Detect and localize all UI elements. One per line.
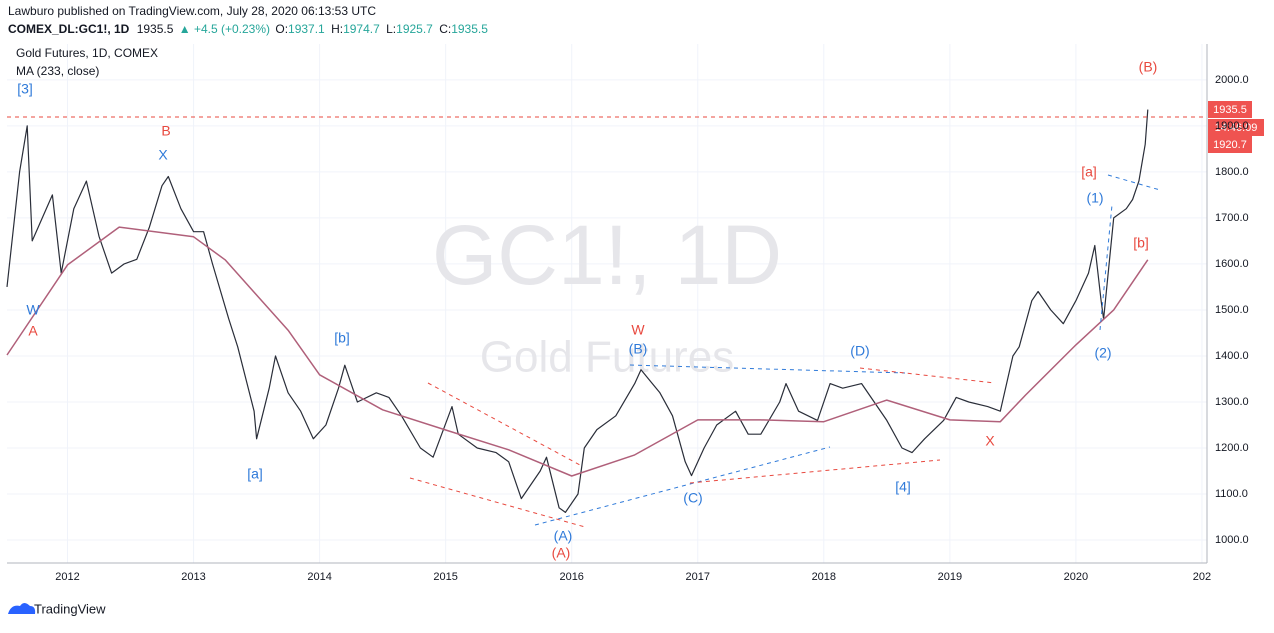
trend-line bbox=[1099, 204, 1113, 331]
grid bbox=[7, 44, 1207, 563]
y-tick-label: 1300.0 bbox=[1215, 396, 1249, 408]
l-label: L: bbox=[386, 22, 396, 36]
price-line bbox=[6, 109, 1149, 513]
o-label: O: bbox=[275, 22, 288, 36]
wave-label: (C) bbox=[683, 490, 702, 506]
h-label: H: bbox=[331, 22, 343, 36]
wave-label: [a] bbox=[247, 466, 263, 482]
y-tick-label: 1700.0 bbox=[1215, 212, 1249, 224]
price-tag-bg bbox=[1208, 136, 1252, 153]
ma-line bbox=[6, 226, 1149, 477]
symbol: COMEX_DL:GC1!, 1D bbox=[8, 22, 130, 36]
change: ▲ +4.5 (+0.23%) bbox=[179, 22, 270, 36]
wave-label: (B) bbox=[629, 341, 648, 357]
trend-line bbox=[409, 477, 586, 528]
wave-label: (2) bbox=[1094, 345, 1111, 361]
x-tick-label: 2018 bbox=[812, 571, 836, 583]
trend-line bbox=[859, 367, 996, 384]
wave-label: (A) bbox=[554, 528, 573, 544]
wave-label: (D) bbox=[850, 343, 869, 359]
legend-title: Gold Futures, 1D, COMEX bbox=[16, 46, 158, 60]
wave-label: A bbox=[28, 323, 38, 339]
y-tick-label: 1200.0 bbox=[1215, 442, 1249, 454]
y-tick-label: 1800.0 bbox=[1215, 166, 1249, 178]
price-tag: 1920.7 bbox=[1213, 139, 1247, 151]
last: 1935.5 bbox=[137, 22, 174, 36]
wave-label: X bbox=[158, 147, 168, 163]
o-value: 1937.1 bbox=[288, 22, 325, 36]
wave-label: W bbox=[631, 322, 645, 338]
x-tick-label: 2020 bbox=[1064, 571, 1088, 583]
x-tick-label: 2014 bbox=[307, 571, 331, 583]
c-value: 1935.5 bbox=[451, 22, 488, 36]
watermark-name: Gold Futures bbox=[480, 333, 734, 382]
x-tick-label: 2019 bbox=[938, 571, 962, 583]
watermark-symbol: GC1!, 1D bbox=[432, 208, 782, 302]
wave-label: [a] bbox=[1081, 164, 1097, 180]
brand-name: TradingView bbox=[34, 601, 106, 616]
brand-logo bbox=[8, 603, 36, 614]
wave-label: W bbox=[26, 302, 40, 318]
wave-label: [b] bbox=[334, 330, 350, 346]
wave-label: [4] bbox=[895, 479, 911, 495]
h-value: 1974.7 bbox=[343, 22, 380, 36]
wave-label: (1) bbox=[1086, 190, 1103, 206]
publisher: Lawburo published on TradingView.com, Ju… bbox=[8, 4, 376, 18]
legend-ma: MA (233, close) bbox=[16, 64, 99, 78]
y-tick-label: 2000.0 bbox=[1215, 74, 1249, 86]
wave-label: (B) bbox=[1139, 59, 1158, 75]
c-label: C: bbox=[439, 22, 451, 36]
trend-line bbox=[1107, 174, 1161, 191]
y-tick-label: 1900.0 bbox=[1215, 120, 1249, 132]
plot bbox=[6, 109, 1149, 513]
x-tick-label: 202 bbox=[1193, 571, 1211, 583]
trend-line bbox=[629, 364, 906, 374]
trend-lines bbox=[7, 116, 1207, 528]
y-tick-label: 1000.0 bbox=[1215, 534, 1249, 546]
trend-line bbox=[534, 446, 831, 526]
price-tag: 1935.5 bbox=[1213, 104, 1247, 116]
y-tick-label: 1500.0 bbox=[1215, 304, 1249, 316]
x-tick-label: 2015 bbox=[433, 571, 457, 583]
x-tick-label: 2013 bbox=[181, 571, 205, 583]
price-tags: 1935.5 14:46:09 1920.7 bbox=[1208, 101, 1264, 153]
y-tick-label: 1600.0 bbox=[1215, 258, 1249, 270]
y-tick-label: 1400.0 bbox=[1215, 350, 1249, 362]
trend-line bbox=[689, 459, 941, 484]
wave-labels: [3] W A B X [b] [a] W (B) (C) (A) (A) (D… bbox=[17, 59, 1157, 561]
wave-label: (A) bbox=[552, 545, 571, 561]
price-tag-bg bbox=[1208, 119, 1264, 136]
brand: TradingView bbox=[8, 601, 106, 616]
x-tick-label: 2012 bbox=[55, 571, 79, 583]
countdown-tag: 14:46:09 bbox=[1215, 122, 1258, 134]
wave-label: [b] bbox=[1133, 235, 1149, 251]
price-tag-bg bbox=[1208, 101, 1252, 118]
wave-label: [3] bbox=[17, 81, 33, 97]
x-tick-label: 2016 bbox=[559, 571, 583, 583]
y-tick-label: 1100.0 bbox=[1215, 488, 1248, 500]
l-value: 1925.7 bbox=[396, 22, 433, 36]
symbol-line: COMEX_DL:GC1!, 1D 1935.5 ▲ +4.5 (+0.23%)… bbox=[8, 22, 488, 36]
wave-label: B bbox=[161, 123, 170, 139]
wave-label: X bbox=[985, 433, 995, 449]
x-tick-label: 2017 bbox=[686, 571, 710, 583]
